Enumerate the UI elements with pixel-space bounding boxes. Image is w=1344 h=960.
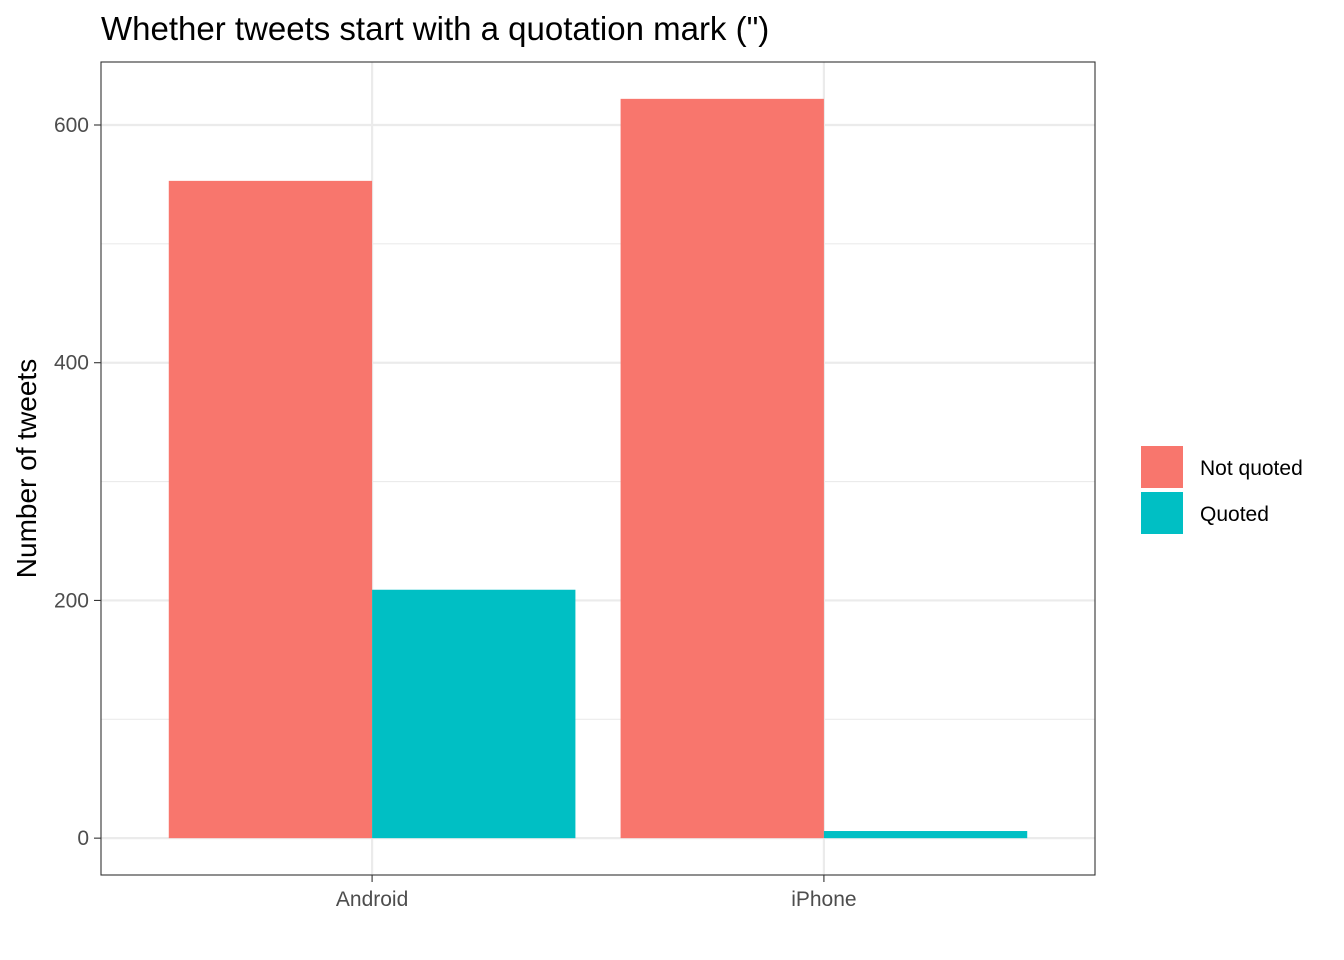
- bar-android-quoted: [372, 589, 576, 839]
- y-tick-label: 600: [54, 114, 89, 137]
- y-axis-title: Number of tweets: [11, 359, 42, 578]
- y-tick-label: 200: [54, 589, 89, 612]
- legend-label: Quoted: [1200, 503, 1269, 526]
- x-axis: Android iPhone: [336, 875, 857, 911]
- legend-label: Not quoted: [1200, 457, 1303, 480]
- chart-title: Whether tweets start with a quotation ma…: [101, 10, 769, 47]
- legend: Not quoted Quoted: [1141, 446, 1303, 534]
- bar-android-not-quoted: [168, 180, 373, 839]
- bars: [168, 98, 1028, 839]
- y-axis: 0 200 400 600: [54, 114, 101, 850]
- y-tick-label: 0: [77, 827, 89, 850]
- bar-iphone-not-quoted: [620, 98, 824, 839]
- legend-key-quoted: [1141, 492, 1183, 534]
- x-tick-label: Android: [336, 888, 408, 911]
- legend-key-not-quoted: [1141, 446, 1183, 488]
- bar-iphone-quoted: [823, 831, 1028, 839]
- y-tick-label: 400: [54, 352, 89, 375]
- plot-panel-border: [100, 61, 1096, 876]
- x-tick-label: iPhone: [791, 888, 856, 911]
